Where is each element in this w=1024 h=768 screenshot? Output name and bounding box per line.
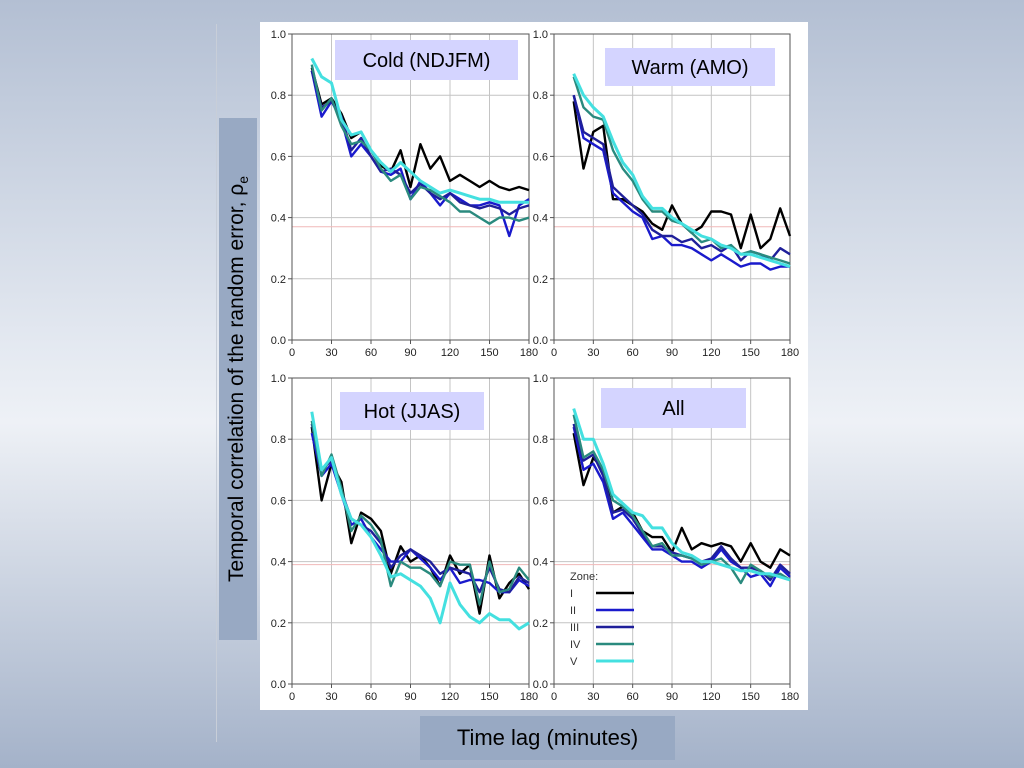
x-axis-label-box: Time lag (minutes) bbox=[420, 716, 675, 760]
y-tick-label: 0.0 bbox=[271, 679, 286, 691]
x-tick-label: 120 bbox=[702, 691, 720, 703]
x-tick-label: 90 bbox=[666, 691, 678, 703]
series-line-V bbox=[572, 73, 791, 269]
y-tick-label: 0.2 bbox=[533, 618, 548, 630]
series-line-II bbox=[572, 94, 790, 271]
x-tick-label: 90 bbox=[666, 347, 678, 359]
x-tick-label: 150 bbox=[741, 347, 759, 359]
y-tick-label: 0.6 bbox=[533, 151, 548, 163]
y-tick-label: 0.4 bbox=[533, 213, 548, 225]
chart-panel-1: 0 30 60 90 120 150 180 0.0 0.2 0.4 0.6 0.8 1.0 Cold (… bbox=[271, 29, 538, 359]
panel-title-box bbox=[601, 388, 746, 428]
x-tick-label: 180 bbox=[781, 691, 799, 703]
x-tick-label: 150 bbox=[480, 347, 498, 359]
y-tick-label: 0.4 bbox=[271, 213, 286, 225]
x-tick-label: 0 bbox=[551, 347, 557, 359]
x-tick-label: 30 bbox=[587, 691, 599, 703]
panel-title-box bbox=[335, 40, 518, 80]
legend-label-I: I bbox=[570, 588, 573, 600]
x-tick-label: 120 bbox=[441, 347, 459, 359]
series-line-II bbox=[572, 426, 791, 588]
figure-panel: 0 30 60 90 120 150 180 0.0 0.2 0.4 0.6 0.8 1.0 Cold (… bbox=[260, 22, 808, 710]
y-tick-label: 0.8 bbox=[533, 90, 548, 102]
y-tick-label: 0.8 bbox=[533, 434, 548, 446]
legend-label-II: II bbox=[570, 605, 576, 617]
y-axis-label-text: Temporal correlation of the random error… bbox=[224, 183, 248, 583]
y-tick-label: 0.0 bbox=[533, 335, 548, 347]
y-tick-label: 0.2 bbox=[533, 274, 548, 286]
x-tick-label: 60 bbox=[627, 691, 639, 703]
x-tick-label: 0 bbox=[289, 691, 295, 703]
panel-title-box bbox=[340, 392, 484, 430]
x-axis-label: Time lag (minutes) bbox=[456, 725, 639, 750]
y-axis-label-subscript: e bbox=[235, 175, 252, 184]
series-line-IV bbox=[572, 414, 791, 585]
y-tick-label: 0.6 bbox=[271, 495, 286, 507]
y-tick-label: 1.0 bbox=[271, 29, 286, 41]
panel-title: Hot (JJAS) bbox=[364, 401, 461, 423]
x-tick-label: 60 bbox=[365, 691, 377, 703]
y-tick-label: 0.2 bbox=[271, 618, 286, 630]
x-tick-label: 180 bbox=[781, 347, 799, 359]
x-tick-label: 120 bbox=[441, 691, 459, 703]
legend-label-IV: IV bbox=[570, 639, 581, 651]
y-tick-label: 0.4 bbox=[533, 557, 548, 569]
y-tick-label: 0.8 bbox=[271, 434, 286, 446]
panel-title: Cold (NDJFM) bbox=[363, 50, 491, 72]
x-tick-label: 90 bbox=[404, 347, 416, 359]
x-tick-label: 60 bbox=[627, 347, 639, 359]
x-tick-label: 60 bbox=[365, 347, 377, 359]
y-axis-label: Temporal correlation of the random error… bbox=[225, 176, 251, 582]
y-tick-label: 0.2 bbox=[271, 274, 286, 286]
x-tick-label: 90 bbox=[404, 691, 416, 703]
x-tick-label: 30 bbox=[325, 691, 337, 703]
legend-title: Zone: bbox=[570, 571, 598, 583]
y-tick-label: 0.4 bbox=[271, 557, 286, 569]
panel-title: Warm (AMO) bbox=[631, 57, 748, 79]
x-tick-label: 150 bbox=[741, 691, 759, 703]
y-tick-label: 0.0 bbox=[533, 679, 548, 691]
series-line-IV bbox=[310, 420, 530, 606]
x-tick-label: 30 bbox=[587, 347, 599, 359]
chart-panel-4: 0 30 60 90 120 150 180 0.0 0.2 0.4 0.6 0.8 1.0 All Zon… bbox=[533, 373, 799, 703]
y-axis-label-box bbox=[219, 118, 257, 640]
y-tick-label: 1.0 bbox=[271, 373, 286, 385]
y-tick-label: 1.0 bbox=[533, 373, 548, 385]
x-tick-label: 150 bbox=[480, 691, 498, 703]
legend-label-V: V bbox=[570, 656, 578, 668]
y-tick-label: 0.8 bbox=[271, 90, 286, 102]
series-line-V bbox=[310, 411, 530, 631]
slide-divider-line bbox=[216, 24, 217, 742]
x-tick-label: 180 bbox=[520, 347, 538, 359]
series-line-IV bbox=[310, 64, 530, 225]
panel-title-box bbox=[605, 48, 775, 86]
y-tick-label: 0.6 bbox=[271, 151, 286, 163]
chart-panel-2: 0 30 60 90 120 150 180 0.0 0.2 0.4 0.6 0.8 1.0 Warm (… bbox=[533, 29, 799, 359]
x-tick-label: 180 bbox=[520, 691, 538, 703]
y-tick-label: 1.0 bbox=[533, 29, 548, 41]
series-line-V bbox=[572, 408, 791, 582]
x-tick-label: 0 bbox=[289, 347, 295, 359]
series-line-V bbox=[310, 57, 529, 204]
y-tick-label: 0.6 bbox=[533, 495, 548, 507]
x-tick-label: 0 bbox=[551, 691, 557, 703]
panel-title: All bbox=[662, 398, 684, 420]
x-tick-label: 30 bbox=[325, 347, 337, 359]
chart-panel-3: 0 30 60 90 120 150 180 0.0 0.2 0.4 0.6 0.8 1.0 Hot (J… bbox=[271, 373, 538, 703]
x-tick-label: 120 bbox=[702, 347, 720, 359]
y-tick-label: 0.0 bbox=[271, 335, 286, 347]
legend-label-III: III bbox=[570, 622, 579, 634]
